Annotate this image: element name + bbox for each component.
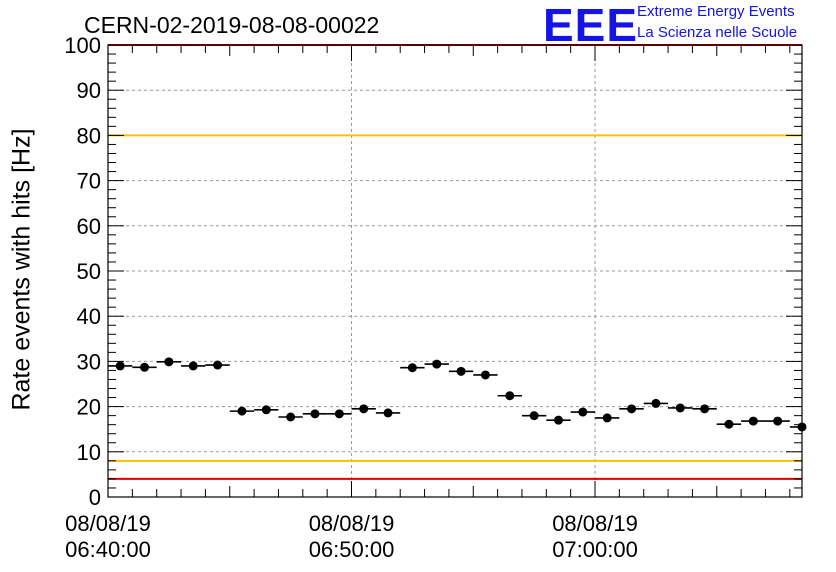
data-point	[140, 362, 150, 372]
x-tick-label-time: 07:00:00	[552, 537, 638, 562]
data-point	[529, 411, 539, 421]
data-point	[115, 361, 125, 371]
reference-lines	[108, 44, 802, 480]
data-point	[237, 406, 247, 416]
y-tick-label: 100	[64, 33, 101, 58]
x-tick-labels: 08/08/1906:40:0008/08/1906:50:0008/08/19…	[65, 511, 638, 562]
data-point	[553, 415, 563, 425]
data-point	[651, 398, 661, 408]
data-point	[164, 357, 174, 367]
y-tick-label: 40	[77, 304, 101, 329]
y-tick-label: 0	[89, 485, 101, 510]
data-point	[407, 363, 417, 373]
logo-line-1: Extreme Energy Events	[637, 3, 795, 20]
data-point	[359, 404, 369, 414]
axis-ticks	[107, 44, 802, 498]
grid-lines	[108, 45, 802, 497]
y-tick-label: 10	[77, 440, 101, 465]
x-tick-label-time: 06:40:00	[65, 537, 151, 562]
y-tick-label: 70	[77, 169, 101, 194]
y-tick-label: 90	[77, 78, 101, 103]
data-point	[773, 416, 783, 426]
y-tick-label: 30	[77, 349, 101, 374]
eee-logo: EEE	[543, 0, 639, 51]
data-point	[432, 359, 442, 369]
data-point	[578, 407, 588, 417]
data-point	[480, 370, 490, 380]
data-point	[675, 403, 685, 413]
x-tick-label-time: 06:50:00	[309, 537, 395, 562]
data-point	[286, 412, 296, 422]
data-point	[334, 409, 344, 419]
data-point	[261, 405, 271, 415]
y-tick-labels: 0 10 20 30 40 50 60 70 80 90 100	[64, 33, 101, 510]
y-tick-label: 50	[77, 259, 101, 284]
data-point	[383, 408, 393, 418]
x-tick-label-date: 08/08/19	[65, 511, 151, 536]
y-tick-label: 60	[77, 214, 101, 239]
logo-line-2: La Scienza nelle Scuole	[637, 24, 798, 41]
data-point	[700, 404, 710, 414]
y-tick-label: 20	[77, 395, 101, 420]
data-point	[748, 416, 758, 426]
data-point	[797, 422, 807, 432]
data-point	[188, 361, 198, 371]
data-point	[213, 360, 223, 370]
x-tick-label-date: 08/08/19	[309, 511, 395, 536]
x-tick-label-date: 08/08/19	[552, 511, 638, 536]
data-point	[456, 366, 466, 376]
y-axis-label: Rate events with hits [Hz]	[7, 128, 36, 411]
data-point	[310, 409, 320, 419]
data-point	[602, 413, 612, 423]
data-points	[108, 357, 807, 432]
y-tick-label: 80	[77, 123, 101, 148]
chart-title: CERN-02-2019-08-08-00022	[84, 12, 380, 38]
data-point	[724, 419, 734, 429]
data-point	[505, 391, 515, 401]
data-point	[627, 404, 637, 414]
